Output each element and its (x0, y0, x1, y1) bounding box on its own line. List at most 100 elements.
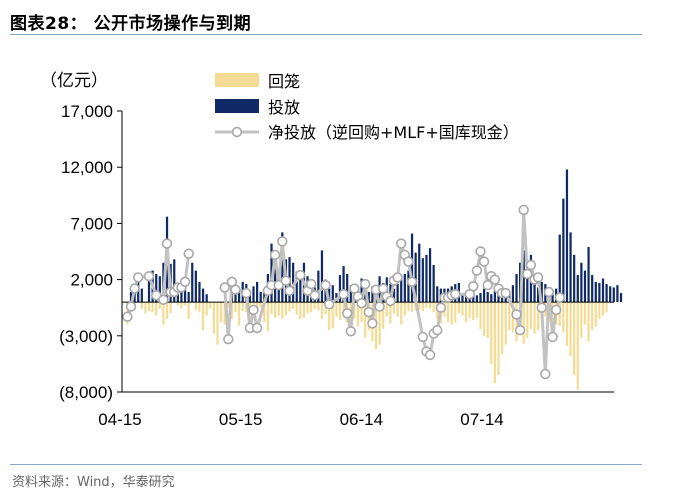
maturity-bar (295, 302, 298, 315)
net-point (273, 280, 284, 291)
maturity-bar (216, 302, 219, 345)
net-point (161, 238, 173, 249)
maturity-bar (230, 302, 233, 319)
maturity-bar (353, 302, 356, 319)
legend-label-injection: 投放 (268, 98, 300, 117)
maturity-bar (360, 302, 363, 323)
net-point (324, 299, 335, 310)
injection-bar (396, 284, 399, 303)
injection-bar (147, 278, 151, 303)
maturity-bar (302, 302, 306, 318)
net-point (424, 349, 436, 361)
injection-bar (403, 273, 406, 303)
net-point (536, 302, 547, 313)
net-point (450, 289, 461, 300)
y-tick-label: 12,000 (61, 158, 113, 177)
maturity-bar (155, 302, 158, 316)
maturity-bar (475, 302, 478, 318)
maturity-bar (576, 302, 579, 390)
maturity-bar (591, 302, 594, 331)
maturity-bar (169, 302, 172, 314)
maturity-bar (274, 302, 277, 318)
injection-bar (533, 273, 536, 303)
maturity-bar (331, 302, 334, 328)
maturity-bar (313, 302, 316, 309)
injection-bar (490, 294, 493, 303)
maturity-bar (201, 302, 205, 331)
maturity-bar (389, 302, 392, 324)
maturity-bar (187, 302, 190, 319)
injection-bar (263, 289, 266, 303)
maturity-bar (598, 302, 601, 319)
injection-bar (609, 286, 612, 303)
maturity-bar (446, 302, 450, 323)
x-tick-label: 07-14 (460, 410, 503, 429)
maturity-bar (450, 302, 453, 325)
injection-bar (432, 264, 435, 303)
net-point (514, 325, 526, 336)
maturity-bar (522, 302, 525, 344)
net-point (345, 326, 356, 337)
injection-bar (191, 262, 194, 303)
maturity-bar (259, 302, 262, 308)
maturity-bar (472, 302, 475, 321)
net-point (547, 331, 558, 343)
net-point (338, 289, 349, 300)
source-note: 资料来源：Wind，华泰研究 (12, 475, 175, 490)
maturity-bar (583, 302, 587, 325)
net-point (468, 281, 479, 292)
net-point (223, 334, 234, 345)
maturity-bar (605, 302, 608, 313)
maturity-bar (497, 302, 500, 376)
maturity-bar (464, 302, 468, 323)
y-tick-label: 2,000 (70, 271, 113, 290)
maturity-bar (288, 302, 291, 312)
maturity-bar (306, 302, 309, 314)
injection-bar (418, 243, 421, 303)
injection-bar (173, 259, 176, 303)
axis-layer: 17,000 12,000 7,000 2,000 (3,000) (8,000) （亿元）… (40, 71, 614, 429)
injection-bar (612, 287, 615, 303)
injection-bar (537, 287, 540, 303)
injection-bar (605, 284, 608, 303)
net-point (363, 307, 374, 318)
maturity-bar (237, 302, 241, 326)
injection-bar (342, 266, 345, 303)
net-point (342, 308, 353, 319)
injection-bar (558, 234, 561, 303)
injection-bar (616, 285, 619, 303)
injection-bar (328, 288, 331, 303)
maturity-bar (292, 302, 295, 309)
net-point (432, 325, 443, 336)
maturity-bar (299, 302, 302, 319)
maturity-bar (198, 302, 201, 313)
net-point (550, 304, 562, 316)
maturity-bar (364, 302, 367, 339)
net-point (374, 301, 385, 312)
net-point (143, 271, 155, 282)
maturity-bar (526, 302, 529, 339)
maturity-bar (144, 302, 147, 314)
maturity-bar (234, 302, 237, 313)
maturity-bar (151, 302, 154, 313)
maturity-bar (147, 302, 151, 312)
legend-swatch-net-point (231, 126, 243, 138)
legend-swatch-maturity (215, 73, 259, 87)
injection-bar (598, 282, 601, 303)
net-point (500, 287, 511, 299)
injection-bar (295, 271, 298, 303)
maturity-bar (558, 302, 561, 326)
net-point (151, 290, 162, 301)
maturity-bar (392, 302, 396, 314)
maturity-bar (461, 302, 464, 316)
maturity-bar (223, 302, 226, 325)
maturity-bar (432, 302, 435, 313)
maturity-bar (241, 302, 244, 312)
net-point (518, 204, 529, 216)
injection-bar (367, 291, 370, 303)
maturity-bar (601, 302, 605, 316)
injection-bar (436, 286, 439, 303)
net-point (489, 274, 501, 285)
